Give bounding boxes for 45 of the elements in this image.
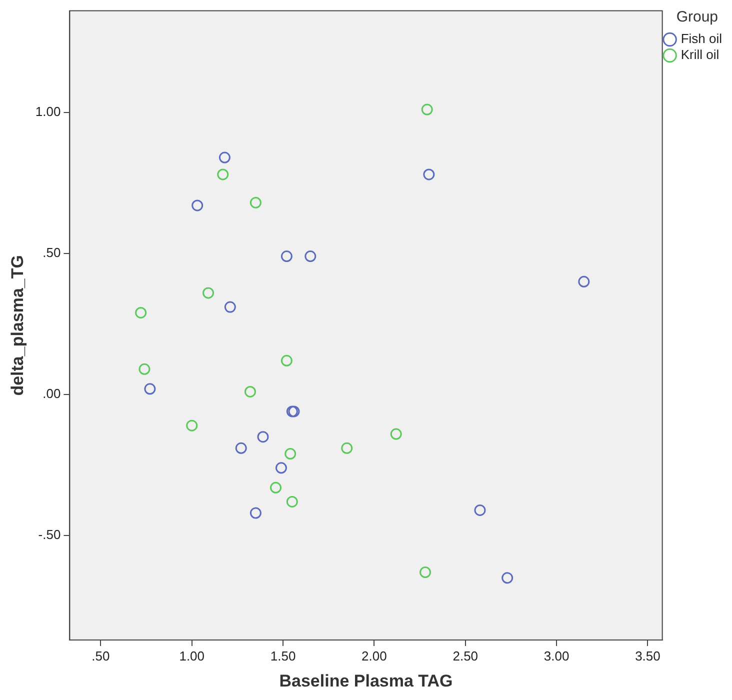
legend-title: Group — [676, 8, 718, 26]
point — [270, 482, 282, 494]
point — [390, 428, 402, 440]
point — [235, 442, 247, 454]
point — [286, 496, 298, 508]
y-tick-label: -.50 — [38, 527, 61, 542]
point — [250, 507, 262, 519]
point — [474, 504, 486, 516]
point — [280, 250, 292, 262]
point — [578, 276, 590, 288]
point — [502, 572, 514, 584]
x-tick-label: 2.50 — [452, 648, 478, 664]
y-tick-label: .50 — [42, 245, 61, 260]
x-axis-title: Baseline Plasma TAG — [279, 671, 453, 690]
point — [144, 383, 156, 395]
y-axis-title: delta_plasma_TG — [8, 255, 27, 396]
x-tick-label: 3.00 — [544, 648, 570, 664]
y-tick-label: 1.00 — [35, 104, 61, 119]
point — [275, 462, 287, 474]
point — [192, 200, 204, 212]
y-tick-label: .00 — [42, 386, 61, 402]
point — [218, 152, 230, 164]
point — [420, 566, 432, 578]
point — [202, 287, 214, 299]
point — [135, 306, 147, 318]
point — [244, 386, 256, 398]
point — [224, 301, 236, 313]
legend-label: Fish oil — [680, 31, 722, 46]
x-tick-label: 2.00 — [362, 648, 387, 664]
legend-label: Krill oil — [680, 47, 720, 62]
point — [304, 250, 316, 262]
point — [421, 104, 433, 116]
x-tick-label: 1.00 — [179, 648, 205, 664]
point — [138, 363, 150, 375]
point — [250, 196, 262, 208]
x-tick-label: 3.50 — [635, 648, 660, 664]
point — [280, 354, 292, 366]
point — [284, 448, 296, 460]
x-tick-label: .50 — [92, 648, 110, 664]
point — [423, 168, 435, 180]
point — [217, 168, 229, 180]
point — [341, 442, 353, 454]
point — [257, 431, 269, 443]
x-tick-label: 1.50 — [270, 648, 296, 664]
point — [186, 420, 198, 432]
